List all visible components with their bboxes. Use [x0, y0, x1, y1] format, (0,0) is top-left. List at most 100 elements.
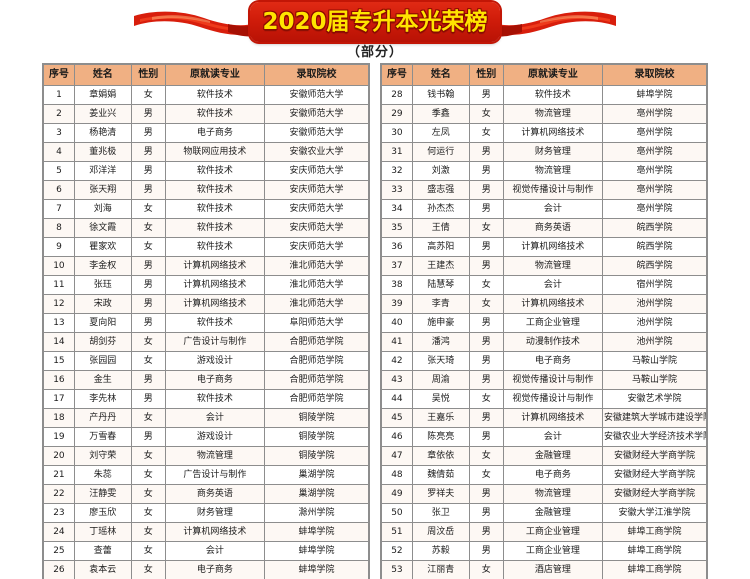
table-row: 23 廖玉欣女财务管理 滁州学院 — [43, 503, 369, 523]
table-row: 8 徐文霞女软件技术 安庆师范大学 — [43, 218, 369, 238]
cell-name: 左凤 — [411, 123, 470, 143]
cell-sex: 男 — [468, 484, 504, 504]
cell-school: 马鞍山学院 — [602, 351, 707, 371]
header-row: 序号 姓名 性别 原就读专业 录取院校 — [381, 64, 707, 86]
cell-major: 软件技术 — [164, 313, 266, 333]
cell-sex: 女 — [468, 218, 504, 238]
cell-sex: 女 — [130, 484, 166, 504]
table-row: 33 盛志强男视觉传播设计与制作 亳州学院 — [381, 180, 707, 200]
cell-school: 淮北师范大学 — [264, 256, 369, 276]
cell-school: 皖西学院 — [602, 218, 707, 238]
cell-school: 池州学院 — [602, 313, 707, 333]
cell-major: 商务英语 — [502, 218, 604, 238]
cell-name: 章依依 — [411, 446, 470, 466]
cell-sex: 男 — [468, 541, 504, 561]
cell-major: 软件技术 — [164, 85, 266, 105]
table-row: 43 周渝男视觉传播设计与制作 马鞍山学院 — [381, 370, 707, 390]
cell-major: 会计 — [164, 408, 266, 428]
cell-no: 32 — [381, 161, 413, 181]
cell-school: 亳州学院 — [602, 104, 707, 124]
cell-sex: 女 — [130, 237, 166, 257]
col-header-major: 原就读专业 — [502, 64, 604, 86]
cell-major: 电子商务 — [164, 123, 266, 143]
cell-school: 滁州学院 — [264, 503, 369, 523]
cell-major: 动漫制作技术 — [502, 332, 604, 352]
cell-school: 蚌埠工商学院 — [602, 541, 707, 561]
table-row: 2 姜业兴男软件技术 安徽师范大学 — [43, 104, 369, 124]
table-row: 6 张天翔男软件技术 安庆师范大学 — [43, 180, 369, 200]
table-row: 32 刘激男物流管理 亳州学院 — [381, 161, 707, 181]
cell-no: 1 — [43, 85, 75, 105]
cell-sex: 女 — [130, 351, 166, 371]
cell-sex: 女 — [130, 446, 166, 466]
cell-name: 姜业兴 — [73, 104, 132, 124]
cell-major: 计算机网络技术 — [164, 294, 266, 314]
cell-school: 马鞍山学院 — [602, 370, 707, 390]
cell-major: 会计 — [164, 541, 266, 561]
table-row: 52 苏毅男工商企业管理 蚌埠工商学院 — [381, 541, 707, 561]
tables-container: 序号 姓名 性别 原就读专业 录取院校 1 章娟娟女软件技术 安徽师范大学 2 姜业兴男… — [42, 63, 708, 579]
col-header-name: 姓名 — [411, 64, 470, 86]
cell-name: 盛志强 — [411, 180, 470, 200]
table-row: 26 袁本云女电子商务 蚌埠学院 — [43, 560, 369, 579]
cell-sex: 男 — [468, 85, 504, 105]
cell-name: 陈亮亮 — [411, 427, 470, 447]
table-row: 44 吴悦女视觉传播设计与制作 安徽艺术学院 — [381, 389, 707, 409]
table-row: 29 季鑫女物流管理 亳州学院 — [381, 104, 707, 124]
right-table: 序号 姓名 性别 原就读专业 录取院校 28 钱书翰男软件技术 蚌埠学院 29 季鑫女物… — [381, 64, 707, 579]
cell-no: 15 — [43, 351, 75, 371]
cell-no: 35 — [381, 218, 413, 238]
table-row: 51 周汶岳男工商企业管理 蚌埠工商学院 — [381, 522, 707, 542]
cell-sex: 女 — [468, 389, 504, 409]
ribbon-graphic: 2020届专升本光荣榜 — [134, 2, 616, 42]
ribbon-wing-right-icon — [488, 8, 618, 38]
cell-no: 5 — [43, 161, 75, 181]
table-row: 53 江丽青女酒店管理 蚌埠工商学院 — [381, 560, 707, 579]
cell-name: 李青 — [411, 294, 470, 314]
table-row: 25 查蕾女会计 蚌埠学院 — [43, 541, 369, 561]
cell-name: 王嘉乐 — [411, 408, 470, 428]
cell-no: 39 — [381, 294, 413, 314]
cell-no: 26 — [43, 560, 75, 579]
cell-name: 万雪春 — [73, 427, 132, 447]
cell-major: 金融管理 — [502, 503, 604, 523]
cell-no: 9 — [43, 237, 75, 257]
cell-no: 37 — [381, 256, 413, 276]
cell-no: 18 — [43, 408, 75, 428]
cell-school: 亳州学院 — [602, 180, 707, 200]
cell-name: 产丹丹 — [73, 408, 132, 428]
cell-school: 安庆师范大学 — [264, 180, 369, 200]
cell-sex: 女 — [130, 199, 166, 219]
cell-name: 丁瑶林 — [73, 522, 132, 542]
cell-name: 汪静雯 — [73, 484, 132, 504]
cell-major: 会计 — [502, 199, 604, 219]
table-row: 13 夏向阳男软件技术 阜阳师范大学 — [43, 313, 369, 333]
cell-sex: 男 — [468, 142, 504, 162]
table-row: 20 刘守荣女物流管理 铜陵学院 — [43, 446, 369, 466]
table-row: 36 高苏阳男计算机网络技术 皖西学院 — [381, 237, 707, 257]
cell-school: 池州学院 — [602, 332, 707, 352]
cell-sex: 男 — [468, 237, 504, 257]
cell-sex: 男 — [130, 256, 166, 276]
cell-sex: 女 — [130, 408, 166, 428]
cell-name: 吴悦 — [411, 389, 470, 409]
cell-school: 蚌埠学院 — [264, 522, 369, 542]
cell-sex: 男 — [468, 161, 504, 181]
cell-school: 安徽艺术学院 — [602, 389, 707, 409]
cell-name: 杨艳清 — [73, 123, 132, 143]
cell-name: 张园园 — [73, 351, 132, 371]
cell-major: 软件技术 — [164, 161, 266, 181]
cell-school: 亳州学院 — [602, 199, 707, 219]
cell-no: 28 — [381, 85, 413, 105]
cell-major: 电子商务 — [164, 370, 266, 390]
cell-school: 安徽师范大学 — [264, 104, 369, 124]
cell-no: 38 — [381, 275, 413, 295]
cell-name: 季鑫 — [411, 104, 470, 124]
left-table-head: 序号 姓名 性别 原就读专业 录取院校 — [43, 64, 369, 86]
cell-no: 36 — [381, 237, 413, 257]
ribbon-wing-left-icon — [132, 8, 262, 38]
table-row: 17 李先林男软件技术 合肥师范学院 — [43, 389, 369, 409]
cell-school: 池州学院 — [602, 294, 707, 314]
table-row: 4 董兆极男物联网应用技术 安徽农业大学 — [43, 142, 369, 162]
